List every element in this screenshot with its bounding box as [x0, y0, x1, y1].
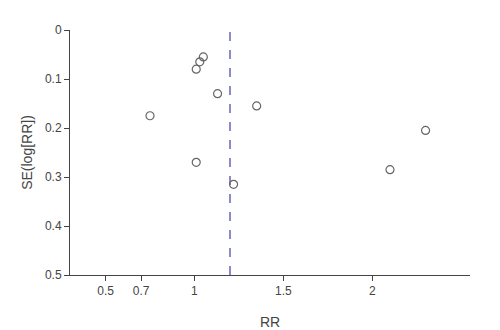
- svg-text:2: 2: [369, 284, 376, 298]
- svg-text:RR: RR: [260, 314, 280, 330]
- svg-text:SE(log[RR]): SE(log[RR]): [19, 115, 35, 190]
- svg-text:0: 0: [55, 23, 62, 37]
- svg-text:0.3: 0.3: [45, 170, 62, 184]
- svg-text:1: 1: [191, 284, 198, 298]
- svg-text:0.1: 0.1: [45, 72, 62, 86]
- svg-text:0.7: 0.7: [133, 284, 150, 298]
- svg-text:0.2: 0.2: [45, 121, 62, 135]
- svg-text:1.5: 1.5: [275, 284, 292, 298]
- svg-text:0.4: 0.4: [45, 219, 62, 233]
- svg-text:0.5: 0.5: [45, 268, 62, 282]
- svg-text:0.5: 0.5: [97, 284, 114, 298]
